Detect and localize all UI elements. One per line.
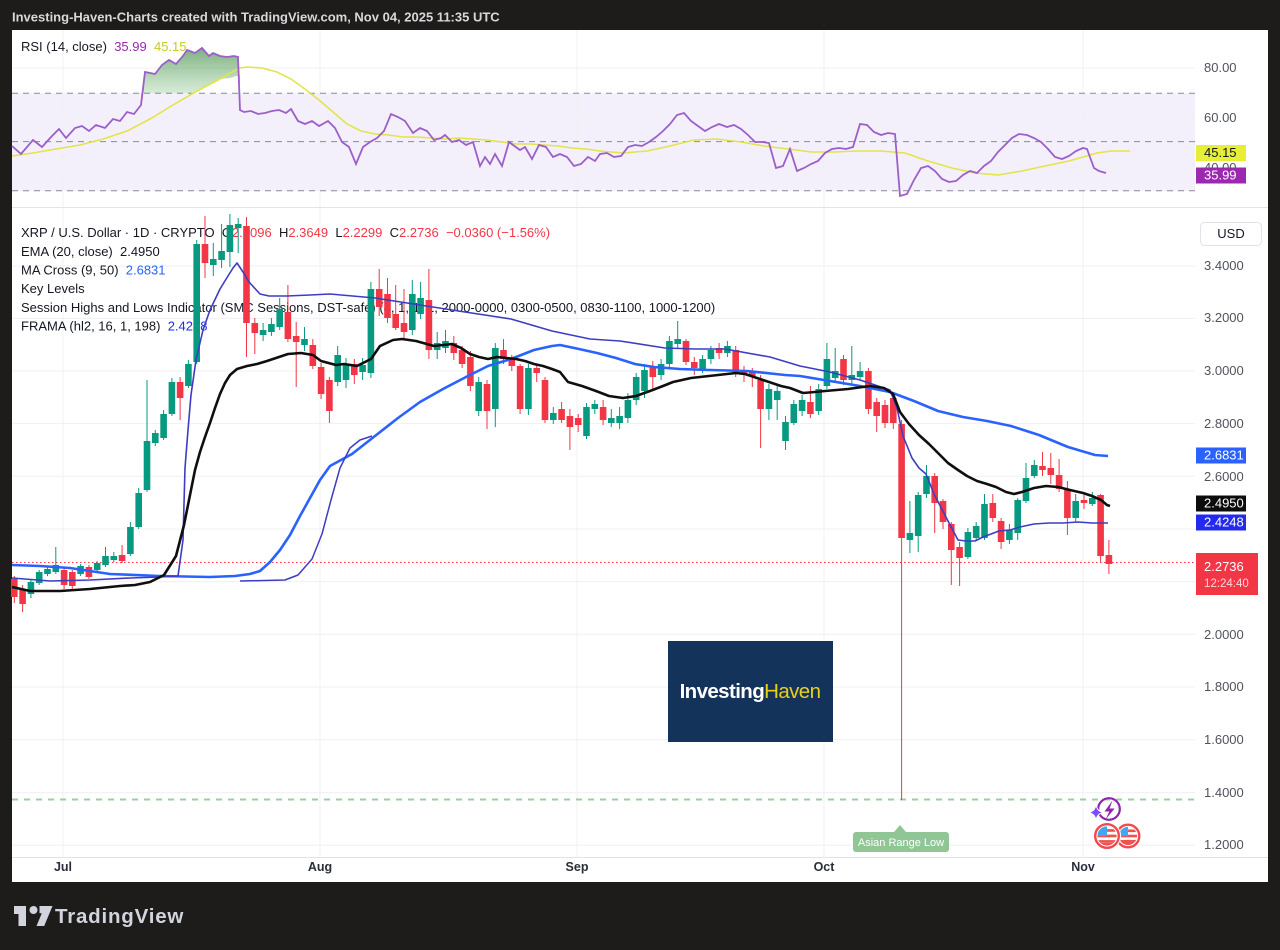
- svg-text:USD: USD: [1217, 226, 1244, 241]
- svg-text:45.15: 45.15: [1204, 145, 1237, 160]
- svg-text:FRAMA (hl2, 16, 1, 198) 2.424: FRAMA (hl2, 16, 1, 198) 2.4248: [21, 319, 207, 334]
- svg-text:3.2000: 3.2000: [1204, 310, 1244, 325]
- svg-text:3.0000: 3.0000: [1204, 363, 1244, 378]
- svg-text:1.4000: 1.4000: [1204, 785, 1244, 800]
- svg-text:Nov: Nov: [1071, 860, 1095, 874]
- svg-text:XRP / U.S. Dollar · 1D · CRYPT: XRP / U.S. Dollar · 1D · CRYPTO O2.3096 …: [21, 225, 550, 240]
- svg-text:80.00: 80.00: [1204, 60, 1237, 75]
- svg-text:InvestingHaven: InvestingHaven: [680, 680, 821, 703]
- svg-text:Sep: Sep: [566, 860, 589, 874]
- svg-text:2.2736: 2.2736: [1204, 559, 1244, 574]
- svg-text:Asian Range Low: Asian Range Low: [858, 837, 944, 849]
- svg-text:2.4248: 2.4248: [1204, 515, 1244, 530]
- svg-text:Key Levels: Key Levels: [21, 281, 85, 296]
- svg-text:MA Cross (9, 50) 2.6831: MA Cross (9, 50) 2.6831: [21, 263, 166, 278]
- svg-text:2.4950: 2.4950: [1204, 496, 1244, 511]
- svg-text:TradingView: TradingView: [55, 905, 184, 928]
- svg-text:2.6000: 2.6000: [1204, 469, 1244, 484]
- svg-text:1.6000: 1.6000: [1204, 732, 1244, 747]
- svg-text:3.4000: 3.4000: [1204, 258, 1244, 273]
- svg-text:12:24:40: 12:24:40: [1204, 578, 1249, 590]
- svg-text:Aug: Aug: [308, 860, 332, 874]
- svg-text:Oct: Oct: [814, 860, 836, 874]
- svg-text:2.8000: 2.8000: [1204, 416, 1244, 431]
- svg-text:1.2000: 1.2000: [1204, 837, 1244, 852]
- svg-text:2.0000: 2.0000: [1204, 627, 1244, 642]
- svg-text:RSI (14, close) 35.99 45.15: RSI (14, close) 35.99 45.15: [21, 39, 187, 54]
- svg-text:EMA (20, close) 2.4950: EMA (20, close) 2.4950: [21, 244, 160, 259]
- svg-text:60.00: 60.00: [1204, 110, 1237, 125]
- svg-text:Jul: Jul: [54, 860, 72, 874]
- svg-text:Investing-Haven-Charts created: Investing-Haven-Charts created with Trad…: [12, 10, 500, 25]
- svg-text:35.99: 35.99: [1204, 168, 1237, 183]
- svg-text:2.6831: 2.6831: [1204, 448, 1244, 463]
- svg-text:1.8000: 1.8000: [1204, 679, 1244, 694]
